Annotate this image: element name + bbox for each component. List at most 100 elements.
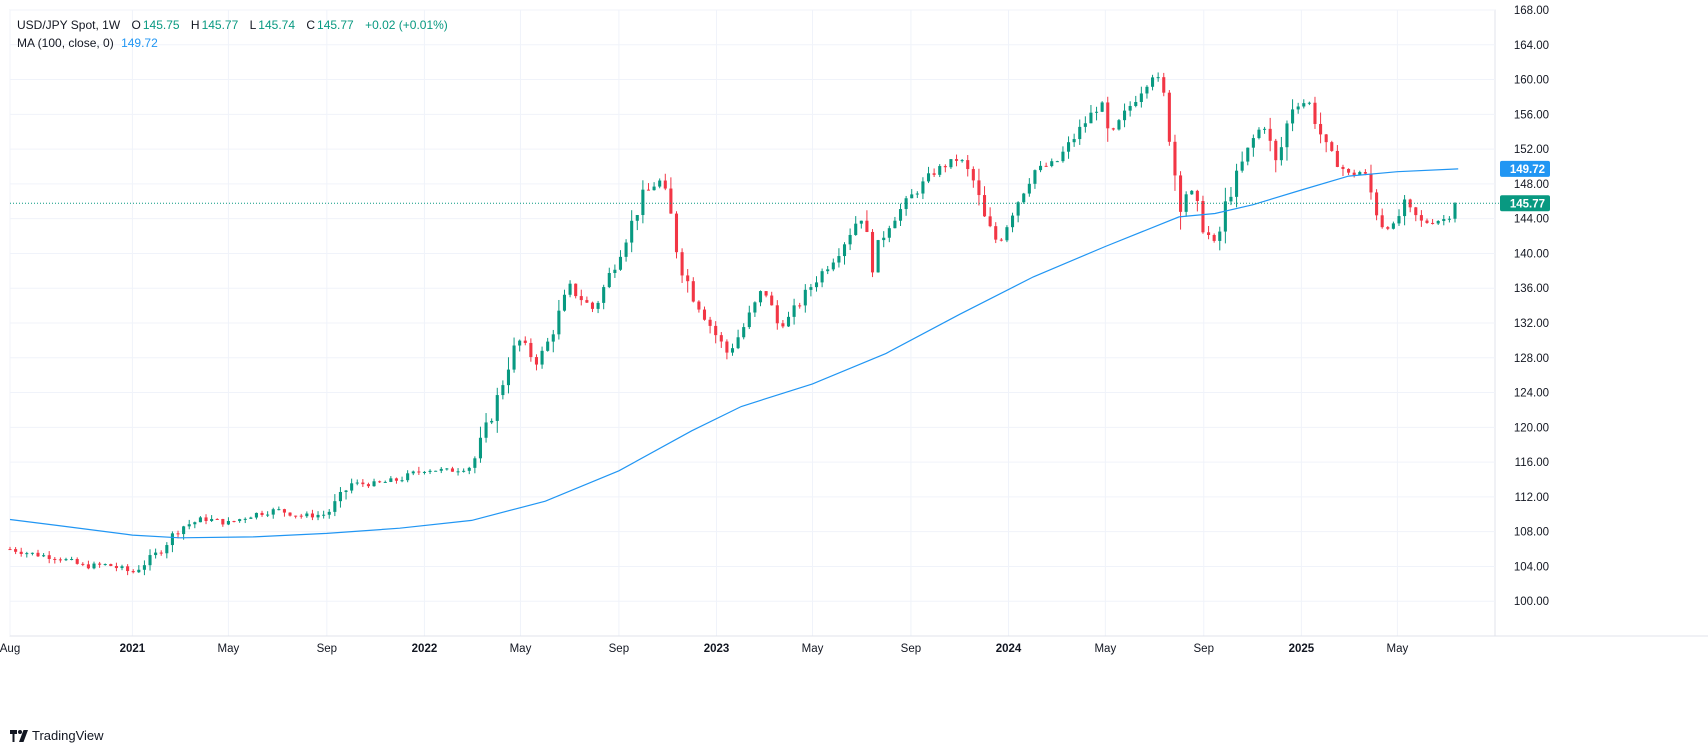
candle (1341, 164, 1345, 177)
candle (1055, 160, 1059, 163)
legend-ma-label[interactable]: MA (100, close, 0) (17, 36, 114, 50)
candle (383, 480, 387, 483)
candle-body (882, 237, 886, 241)
candle-body (490, 420, 494, 423)
candle-body (904, 198, 908, 210)
candle (260, 510, 264, 517)
candle (294, 515, 298, 519)
candle-body (826, 269, 830, 272)
candle-body (1235, 170, 1239, 197)
candle (1038, 161, 1043, 173)
candle (518, 339, 522, 352)
candle (456, 468, 460, 476)
candle (994, 222, 998, 244)
candle-body (1033, 170, 1037, 184)
candle (506, 357, 511, 394)
candle-body (1291, 109, 1295, 124)
legend-symbol[interactable]: USD/JPY Spot, 1W (17, 18, 121, 32)
candle-body (159, 552, 163, 554)
candle (1223, 187, 1227, 244)
candle (1296, 102, 1300, 114)
candle (977, 168, 981, 206)
tradingview-logo[interactable]: TradingView (10, 728, 104, 743)
candle-body (926, 173, 931, 182)
candle (1184, 191, 1188, 217)
candle-body (613, 269, 617, 274)
candle (630, 210, 634, 253)
candle-body (982, 195, 987, 217)
candle-body (120, 566, 124, 569)
candle-body (518, 340, 522, 346)
candle (131, 569, 135, 574)
candle (1229, 187, 1233, 206)
candle (714, 321, 718, 344)
candle-body (1022, 193, 1026, 203)
candle (523, 336, 527, 346)
candle (540, 346, 544, 369)
ma-badge-text: 149.72 (1510, 164, 1545, 176)
candle-body (417, 471, 421, 473)
candle-body (445, 468, 449, 470)
candle (669, 177, 673, 214)
legend-high: 145.77 (201, 18, 239, 32)
candle-body (1117, 120, 1121, 130)
candle (310, 509, 314, 521)
candle-body (1038, 165, 1043, 171)
candle-body (1173, 141, 1177, 176)
candle-body (1408, 199, 1412, 208)
candle-body (1128, 105, 1132, 111)
candle (462, 468, 466, 473)
candle (299, 513, 303, 519)
candle-body (1207, 232, 1211, 236)
legend-high-label: H (190, 18, 200, 32)
candle (820, 268, 824, 288)
candle-body (473, 458, 477, 468)
candle-body (596, 302, 600, 309)
candle-body (568, 283, 572, 295)
candle (81, 562, 85, 567)
candle (361, 479, 365, 487)
candle-body (618, 256, 623, 270)
candle (770, 291, 774, 306)
candle-body (1251, 138, 1255, 148)
candle (574, 283, 578, 299)
candle (1078, 119, 1082, 145)
candle (450, 466, 454, 472)
candle (350, 478, 354, 494)
candle-body (854, 223, 858, 235)
candle-body (1347, 168, 1351, 173)
x-tick-label: May (510, 643, 532, 655)
y-tick-label: 116.00 (1515, 457, 1549, 469)
candle-body (30, 552, 34, 554)
candle-body (1403, 199, 1407, 217)
candle-body (254, 512, 258, 518)
candle-body (394, 478, 398, 481)
candle-body (327, 511, 331, 515)
legend-close: 145.77 (317, 18, 354, 32)
candle-body (198, 517, 202, 523)
candle-body (305, 513, 309, 517)
candle (943, 164, 947, 173)
candle-body (814, 282, 819, 288)
candle (775, 300, 779, 330)
candle-body (193, 522, 197, 525)
candle (999, 238, 1003, 242)
x-tick-label: May (802, 643, 824, 655)
candle (1279, 136, 1283, 166)
x-axis[interactable]: Aug 2021 May Sep 2022 May Sep 2023 May Sep 2024 May… (0, 643, 1408, 655)
candle-body (361, 482, 365, 485)
candle-body (484, 422, 488, 438)
candle (1330, 140, 1334, 152)
candle (1403, 195, 1407, 226)
y-axis[interactable]: 100.00 104.00 108.00 112.00 116.00 120.00 124.… (1514, 5, 1549, 608)
candle-body (994, 226, 998, 240)
candle (64, 557, 68, 562)
candle-body (1268, 128, 1272, 141)
candle (1089, 105, 1093, 124)
candle-body (1319, 123, 1323, 135)
candle (1319, 112, 1323, 144)
candle (870, 229, 875, 278)
candle-body (428, 470, 432, 472)
candle-body (1375, 192, 1379, 216)
